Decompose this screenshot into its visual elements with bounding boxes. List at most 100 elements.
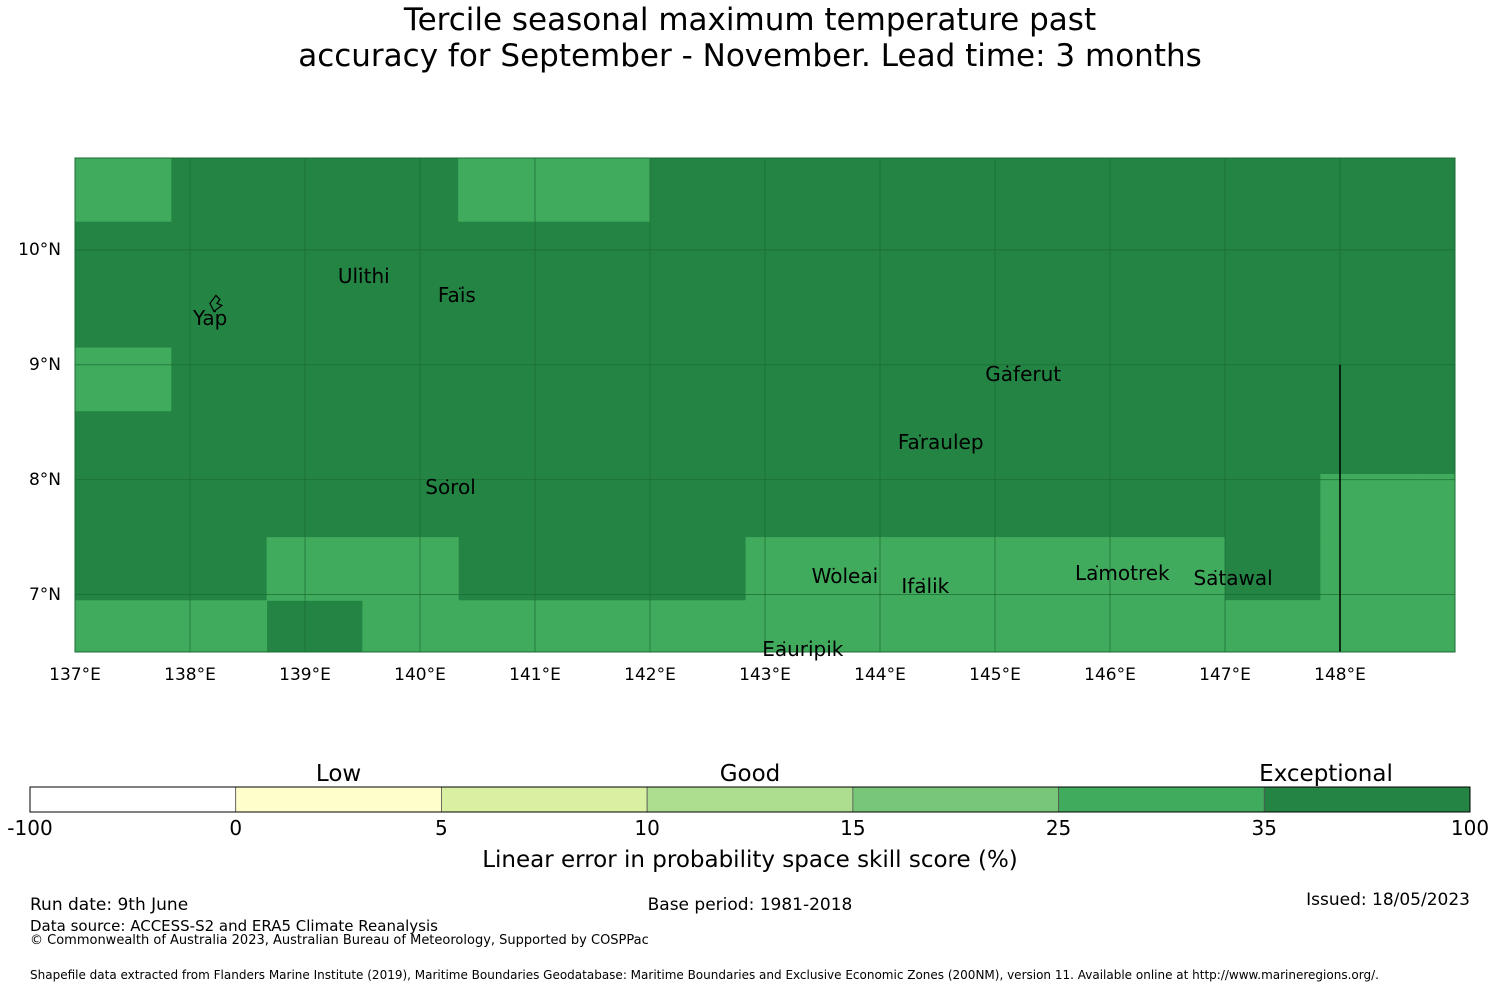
island-marker — [446, 479, 449, 482]
longitude-tick-label: 137°E — [49, 665, 101, 685]
shapefile-credit: Shapefile data extracted from Flanders M… — [30, 968, 1379, 982]
skill-cell-25-35 — [841, 600, 938, 653]
island-marker — [783, 641, 786, 644]
skill-cell-25-35 — [1224, 600, 1321, 653]
colorbar-category: Good — [719, 761, 781, 787]
latitude-tick-label: 8°N — [28, 469, 61, 490]
island-marker — [922, 578, 925, 581]
skill-cell-25-35 — [75, 600, 172, 653]
island-shapes — [209, 267, 1217, 644]
colorbar-tick: 5 — [435, 816, 448, 840]
skill-cell-25-35 — [841, 537, 938, 601]
skill-cell-25-35 — [1128, 537, 1226, 601]
colorbar-tick: 100 — [1450, 816, 1490, 840]
copyright: © Commonwealth of Australia 2023, Austra… — [30, 933, 649, 948]
place-label: Fais — [437, 283, 476, 308]
skill-cell-25-35 — [362, 537, 459, 601]
colorbar-tick: 35 — [1251, 816, 1278, 840]
latitude-tick-label: 7°N — [28, 584, 61, 605]
colorbar-segment — [441, 786, 648, 813]
colorbar-segment — [1058, 786, 1265, 813]
skill-cell-25-35 — [75, 158, 172, 222]
skill-cell-25-35 — [362, 600, 459, 653]
skill-cell-25-35 — [553, 158, 651, 222]
longitude-tick-label: 147°E — [1199, 665, 1251, 685]
colorbar-segment — [646, 786, 854, 813]
map-frame — [74, 157, 1456, 653]
skill-cell-25-35 — [745, 537, 842, 601]
skill-cell-25-35 — [553, 600, 651, 653]
place-label: Gaferut — [985, 361, 1062, 386]
colorbar-segment — [1263, 786, 1471, 813]
longitude-tick-label: 138°E — [164, 665, 216, 685]
title-line-2: accuracy for September - November. Lead … — [298, 38, 1202, 74]
data-source: Data source: ACCESS-S2 and ERA5 Climate … — [30, 917, 438, 935]
run-date: Run date: 9th June — [30, 895, 189, 915]
skill-cell-25-35 — [1320, 537, 1417, 601]
longitude-tick-label: 146°E — [1084, 665, 1136, 685]
longitude-tick-label: 144°E — [854, 665, 906, 685]
colorbar-segment — [852, 786, 1059, 813]
island-marker — [1214, 570, 1217, 573]
longitude-tick-label: 140°E — [394, 665, 446, 685]
skill-cell-25-35 — [937, 600, 1034, 653]
colorbar-category: Low — [315, 761, 362, 787]
colorbar-category: Exceptional — [1259, 761, 1393, 787]
longitude-tick-label: 148°E — [1314, 665, 1366, 685]
place-label: Ulithi — [337, 263, 390, 288]
yap-island-shape — [209, 294, 224, 313]
place-label: Woleai — [811, 563, 879, 588]
skill-cell-25-35 — [75, 347, 172, 412]
colorbar-tick: 25 — [1045, 816, 1072, 840]
colorbar-tick: 10 — [634, 816, 660, 840]
colorbar-segment — [235, 786, 442, 813]
skill-cell-25-35 — [1416, 473, 1456, 538]
island-marker — [458, 287, 461, 290]
longitude-tick-label: 143°E — [739, 665, 791, 685]
place-label: Eauripik — [762, 637, 844, 662]
longitude-tick-label: 139°E — [279, 665, 331, 685]
skill-cell-25-35 — [170, 600, 268, 653]
island-marker — [1006, 365, 1009, 368]
island-marker — [358, 267, 361, 270]
colorbar — [29, 786, 1471, 813]
map-title: Tercile seasonal maximum temperature pas… — [0, 2, 1500, 74]
skill-cell-25-35 — [266, 537, 363, 601]
base-period: Base period: 1981-2018 — [647, 895, 853, 915]
place-label: Faraulep — [897, 430, 984, 455]
colorbar-tick: 15 — [840, 816, 866, 840]
skill-cell-25-35 — [1032, 600, 1130, 653]
skill-cell-25-35 — [649, 600, 747, 653]
place-label: Lamotrek — [1075, 561, 1170, 586]
skill-cell-25-35 — [1032, 537, 1130, 601]
skill-cell-25-35 — [1320, 600, 1417, 653]
colorbar-outline — [29, 786, 1471, 813]
latitude-tick-label: 9°N — [28, 354, 61, 375]
longitude-tick-label: 141°E — [509, 665, 561, 685]
skill-cell-25-35 — [458, 158, 555, 222]
skill-cell-25-35 — [458, 600, 555, 653]
skill-cell-25-35 — [1320, 473, 1417, 538]
colorbar-segment — [29, 786, 237, 813]
latitude-tick-label: 10°N — [18, 239, 61, 260]
island-marker — [1096, 565, 1098, 568]
title-line-1: Tercile seasonal maximum temperature pas… — [403, 2, 1097, 38]
skill-cell-25-35 — [937, 537, 1034, 601]
skill-cell-25-35 — [1416, 537, 1456, 601]
issued-date: Issued: 18/05/2023 — [1306, 890, 1470, 910]
island-marker — [918, 434, 921, 437]
place-label: Yap — [192, 306, 228, 331]
skill-cell-25-35 — [1416, 600, 1456, 653]
place-label: Sorol — [425, 475, 476, 500]
skill-cell-25-35 — [745, 600, 842, 653]
graticule-lines — [74, 158, 1455, 652]
colorbar-tick: -100 — [7, 816, 53, 840]
place-label: Satawal — [1193, 566, 1273, 591]
colorbar-title: Linear error in probability space skill … — [482, 847, 1018, 873]
colorbar-tick: 0 — [229, 816, 243, 840]
place-label: Ifalik — [901, 574, 950, 599]
skill-cell-25-35 — [1128, 600, 1226, 653]
longitude-tick-label: 145°E — [969, 665, 1021, 685]
longitude-tick-label: 142°E — [624, 665, 676, 685]
